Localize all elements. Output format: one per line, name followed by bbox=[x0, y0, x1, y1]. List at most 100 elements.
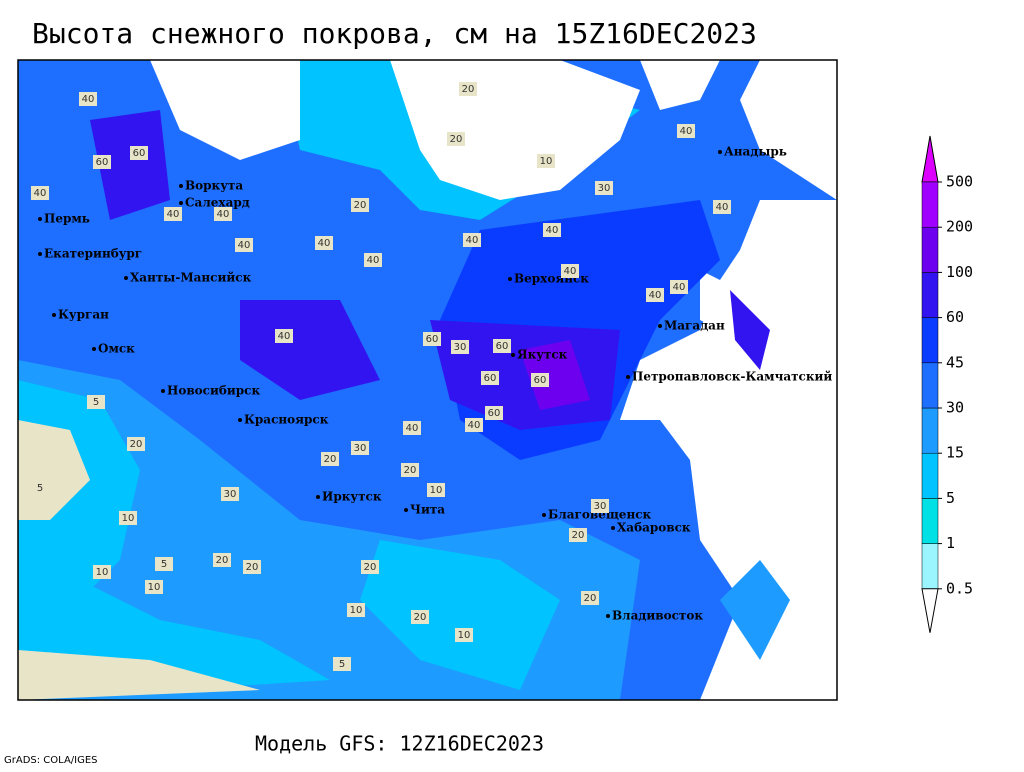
colorbar-box bbox=[921, 362, 939, 409]
contour-label: 5 bbox=[161, 559, 167, 570]
contour-label-box bbox=[561, 264, 579, 278]
contour-label: 20 bbox=[216, 555, 229, 566]
contour-label: 40 bbox=[466, 235, 479, 246]
colorbar-label: 100 bbox=[946, 263, 973, 281]
colorbar-label: 1 bbox=[946, 534, 955, 552]
contour-label-box bbox=[213, 553, 231, 567]
contour-label: 5 bbox=[37, 483, 43, 494]
contour-label-box bbox=[401, 463, 419, 477]
contour-label-box bbox=[351, 441, 369, 455]
contour-label: 20 bbox=[414, 612, 427, 623]
contour-label-box bbox=[531, 373, 549, 387]
city-label: Пермь bbox=[44, 212, 90, 226]
colorbar-label: 5 bbox=[946, 489, 955, 507]
contour-label: 40 bbox=[367, 255, 380, 266]
contour-label-box bbox=[333, 657, 351, 671]
contour-label: 30 bbox=[224, 489, 237, 500]
contour-label-box bbox=[130, 146, 148, 160]
contour-label-box bbox=[31, 481, 49, 495]
contour-label-box bbox=[485, 406, 503, 420]
city-label: Екатеринбург bbox=[44, 247, 142, 261]
colorbar-label: 30 bbox=[946, 399, 964, 417]
colorbar-label: 200 bbox=[946, 218, 973, 236]
colorbar-box bbox=[921, 317, 939, 364]
contour-label-box bbox=[321, 452, 339, 466]
contour-label: 40 bbox=[238, 240, 251, 251]
contour-label-box bbox=[713, 200, 731, 214]
contour-label-box bbox=[427, 483, 445, 497]
city-dot bbox=[606, 614, 610, 618]
city-dot bbox=[316, 495, 320, 499]
colorbar-box bbox=[921, 226, 939, 273]
city-dot bbox=[179, 201, 183, 205]
contour-label: 20 bbox=[450, 134, 463, 145]
city-label: Воркута bbox=[185, 179, 243, 193]
contour-label: 20 bbox=[364, 562, 377, 573]
contour-label-box bbox=[243, 560, 261, 574]
contour-label-box bbox=[93, 155, 111, 169]
city-label: Курган bbox=[58, 308, 109, 322]
contour-label: 10 bbox=[350, 605, 363, 616]
contour-label: 20 bbox=[584, 593, 597, 604]
contour-label: 40 bbox=[82, 94, 95, 105]
city-label: Петропавловск-Камчатский bbox=[632, 370, 832, 384]
contour-label-box bbox=[31, 186, 49, 200]
contour-label-box bbox=[537, 154, 555, 168]
city-dot bbox=[511, 353, 515, 357]
contour-label-box bbox=[423, 332, 441, 346]
contour-label: 10 bbox=[122, 513, 135, 524]
colorbar-label: 15 bbox=[946, 444, 964, 462]
contour-label: 40 bbox=[649, 290, 662, 301]
city-label: Хабаровск bbox=[617, 521, 691, 535]
contour-label-box bbox=[543, 223, 561, 237]
contour-label: 20 bbox=[246, 562, 259, 573]
contour-label: 40 bbox=[217, 209, 230, 220]
contour-label-box bbox=[595, 181, 613, 195]
contour-label-box bbox=[670, 280, 688, 294]
colorbar-box bbox=[921, 272, 939, 318]
contour-label-box bbox=[145, 580, 163, 594]
contour-label-box bbox=[214, 207, 232, 221]
contour-label-box bbox=[119, 511, 137, 525]
contour-label: 20 bbox=[572, 530, 585, 541]
contour-label: 60 bbox=[534, 375, 547, 386]
city-label: Ханты-Мансийск bbox=[130, 271, 252, 285]
city-label: Иркутск bbox=[322, 490, 382, 504]
subtitle: Модель GFS: 12Z16DEC2023 bbox=[255, 732, 544, 756]
contour-label: 20 bbox=[404, 465, 417, 476]
city-dot bbox=[124, 276, 128, 280]
contour-label-box bbox=[361, 560, 379, 574]
contour-label-box bbox=[493, 339, 511, 353]
colorbar-box bbox=[921, 181, 939, 228]
city-dot bbox=[161, 389, 165, 393]
credit: GrADS: COLA/IGES bbox=[4, 755, 98, 766]
contour-label-box bbox=[403, 421, 421, 435]
contour-label-box bbox=[164, 207, 182, 221]
city-dot bbox=[404, 508, 408, 512]
contour-label: 20 bbox=[130, 439, 143, 450]
city-labels: Воркута Салехард Пермь Екатеринбург Ханты-Ма… bbox=[38, 145, 832, 623]
city-label: Владивосток bbox=[612, 609, 703, 623]
city-label: Салехард bbox=[185, 196, 250, 210]
contour-label-box bbox=[93, 565, 111, 579]
contour-label: 60 bbox=[488, 408, 501, 419]
colorbar-label: 45 bbox=[946, 353, 964, 371]
city-label: Красноярск bbox=[244, 413, 329, 427]
contour-label: 60 bbox=[426, 334, 439, 345]
colorbar-top bbox=[921, 135, 939, 183]
contour-label-box bbox=[351, 198, 369, 212]
contour-label-box bbox=[275, 329, 293, 343]
colorbar-bottom bbox=[921, 588, 939, 633]
contour-label: 40 bbox=[564, 266, 577, 277]
contour-label: 40 bbox=[278, 331, 291, 342]
city-dot bbox=[38, 217, 42, 221]
contour-label-box bbox=[591, 499, 609, 513]
city-dot bbox=[542, 513, 546, 517]
contour-label-box bbox=[569, 528, 587, 542]
city-label: Благовещенск bbox=[548, 508, 652, 522]
contour-label: 5 bbox=[339, 659, 345, 670]
colorbar-label: 500 bbox=[946, 173, 973, 191]
contour-label-box bbox=[411, 610, 429, 624]
